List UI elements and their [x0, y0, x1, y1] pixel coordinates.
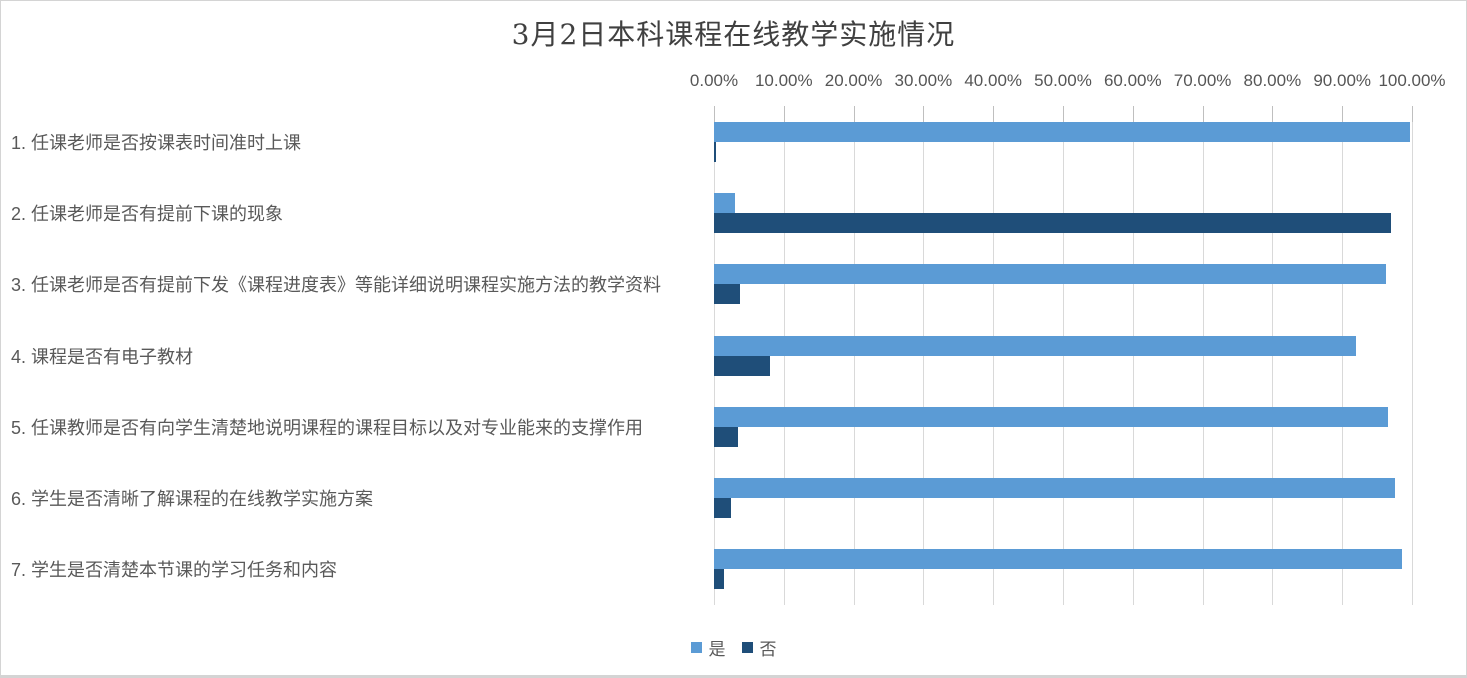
x-axis-tick-label: 10.00% [754, 71, 813, 90]
legend-item-no: 否 [741, 635, 777, 660]
x-axis-tick-label: 30.00% [894, 71, 953, 90]
gridline [923, 106, 925, 605]
gridline [853, 106, 855, 605]
category-label: 4. 课程是否有电子教材 [11, 346, 194, 367]
x-axis-tick-label: 40.00% [964, 71, 1023, 90]
category-label: 7. 学生是否清楚本节课的学习任务和内容 [11, 560, 338, 581]
tick-mark [1272, 106, 1274, 122]
x-axis-tick-label: 100.00% [1378, 71, 1446, 90]
tick-mark [993, 106, 995, 122]
tick-mark [714, 106, 715, 122]
category-label: 6. 学生是否清晰了解课程的在线教学实施方案 [11, 489, 374, 510]
tick-mark [1063, 106, 1064, 122]
x-axis-tick-label: 20.00% [824, 71, 883, 90]
bar-yes [714, 335, 1357, 356]
bar-yes [714, 121, 1410, 142]
x-axis-tick-label: 70.00% [1173, 71, 1232, 90]
gridline [1272, 106, 1274, 605]
legend: 是否 [1, 635, 1466, 660]
bar-no [714, 284, 740, 305]
x-axis-tick-label: 90.00% [1313, 71, 1372, 90]
category-label: 5. 任课教师是否有向学生清楚地说明课程的课程目标以及对专业能来的支撑作用 [11, 417, 644, 438]
chart-title: 3月2日本科课程在线教学实施情况 [511, 18, 956, 51]
gridline [1342, 106, 1344, 605]
x-axis-tick-label: 80.00% [1243, 71, 1302, 90]
x-axis-tick-label: 0.00% [689, 71, 739, 90]
gridline [1132, 106, 1134, 605]
bar-no [714, 141, 717, 162]
bar-no [714, 569, 725, 590]
tick-mark [923, 106, 925, 122]
bar-no [714, 498, 732, 519]
tick-mark [1412, 106, 1413, 122]
gridline [1202, 106, 1204, 605]
gridline [783, 106, 785, 605]
tick-mark [1132, 106, 1134, 122]
bar-no [714, 212, 1392, 233]
tick-mark [1202, 106, 1204, 122]
legend-item-yes: 是 [690, 635, 726, 660]
tick-mark [783, 106, 785, 122]
tick-mark [853, 106, 855, 122]
legend-label: 否 [759, 640, 777, 659]
tick-mark [1342, 106, 1344, 122]
category-label: 1. 任课老师是否按课表时间准时上课 [11, 132, 302, 153]
category-label: 3. 任课老师是否有提前下发《课程进度表》等能详细说明课程实施方法的教学资料 [11, 275, 662, 296]
bar-yes [714, 549, 1402, 570]
x-axis-tick-label: 50.00% [1034, 71, 1092, 90]
gridline [993, 106, 995, 605]
legend-swatch-no [741, 642, 753, 653]
bar-no [714, 355, 770, 376]
bar-no [714, 426, 738, 447]
legend-label: 是 [708, 640, 726, 659]
bar-yes [714, 406, 1389, 427]
gridline [1063, 106, 1064, 605]
bar-yes [714, 264, 1387, 285]
x-axis-tick-label: 60.00% [1103, 71, 1162, 90]
gridline [1412, 106, 1413, 605]
bar-yes [714, 478, 1395, 499]
category-label: 2. 任课老师是否有提前下课的现象 [11, 203, 284, 224]
bar-yes [714, 192, 735, 213]
legend-swatch-yes [690, 642, 702, 653]
